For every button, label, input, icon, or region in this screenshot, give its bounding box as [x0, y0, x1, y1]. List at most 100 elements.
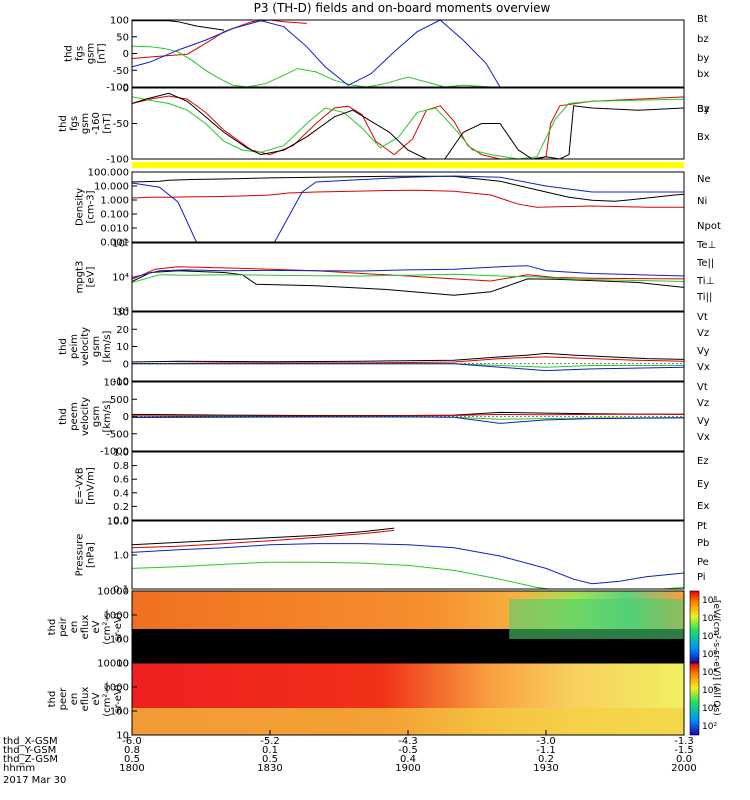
x-row-value: -3.0 [536, 736, 556, 747]
panel-efield: 1.0 0.8 0.6 0.4 0.2 0.0 E=-VxB [mV/m] Ez Ey Ex [75, 448, 710, 527]
vi-frame [131, 311, 685, 382]
series-line-fgs_gsm-Bx [132, 92, 684, 159]
legend-efield-Ez: Ez [697, 456, 709, 467]
y-tick-label: 10 [116, 731, 129, 742]
legend-pressure-Pb: Pb [697, 538, 709, 549]
y-axis-label: fgs [75, 46, 86, 61]
y-tick-label: 10 [116, 659, 129, 670]
y-tick-label: 0 [123, 359, 129, 370]
y-axis-label: sr-eV) [113, 684, 124, 713]
series-line-fgs_gsm-By [132, 96, 684, 159]
x-row-value: 0.5 [262, 754, 278, 765]
legend-ve-Vz: Vz [697, 398, 709, 409]
efield-plot-area [132, 452, 684, 520]
y-tick-label: 1000 [104, 611, 129, 622]
y-tick-label: 100 [110, 635, 129, 646]
y-axis-label: thd [58, 115, 69, 132]
y-tick-label: 0.4 [113, 488, 129, 499]
y-axis-label: velocity [80, 327, 91, 366]
y-axis-label: peer [58, 687, 69, 711]
colorbar-tick: 10⁸ [702, 668, 717, 678]
series-line-fgs-Bt [132, 20, 225, 31]
x-row-value: -4.3 [398, 736, 418, 747]
x-row-label: thd_X-GSM [3, 736, 58, 747]
panel-elec_spec: 10⁸ 10⁶ 10⁴ 10² 10000 1000 100 10 thd peer en eflux… [47, 659, 717, 742]
y-axis-label: gsm [91, 336, 102, 357]
ion-spec-green-region [509, 599, 684, 639]
y-tick-label: 20 [116, 325, 129, 336]
legend-density-Npot: Npot [697, 221, 721, 232]
x-row-label: hhmm [3, 763, 35, 774]
colorbar-tick: 10⁶ [702, 614, 717, 624]
panel-density: 100.000 10.000 1.000 0.100 0.010 0.001 Density… [75, 168, 721, 249]
y-axis-label: thd [58, 338, 69, 355]
series-line-pressure-Pi [132, 543, 684, 585]
y-axis-label: thd [58, 408, 69, 425]
legend-fgs_gsm-Bz: Bz [697, 104, 709, 115]
y-tick-label: 1.0 [113, 551, 129, 562]
y-tick-label: 30 [116, 308, 129, 319]
y-axis-label: eV [91, 692, 102, 705]
y-tick-label: -50 [113, 119, 129, 130]
y-axis-label: gsm [80, 113, 91, 134]
series-line-vi-Vz [132, 356, 684, 365]
y-axis-label: peir [58, 616, 69, 636]
panel-fgs: 100 50 0 -50 -100 thd fgs gsm [nT] Bt bz by bx [64, 14, 710, 94]
series-line-ve-Vz [132, 413, 684, 417]
x-row-value: 0.1 [262, 745, 278, 756]
panel-vi: 30 20 10 0 -10 thd peim velocity gsm [km/s] Vt Vz Vy… [58, 308, 710, 388]
y-tick-label: -500 [106, 429, 129, 440]
y-axis-label: Density [75, 188, 86, 226]
legend-fgs-Bt: Bt [697, 14, 708, 25]
y-axis-label: peem [69, 402, 80, 430]
legend-density-Ne: Ne [697, 174, 711, 185]
y-axis-label: thd [47, 619, 58, 636]
y-axis-label: [km/s] [102, 330, 113, 362]
y-tick-label: 0.2 [113, 502, 129, 513]
y-tick-label: 50 [116, 32, 129, 43]
x-row-value: 1900 [395, 763, 420, 774]
y-axis-label: Pressure [75, 534, 86, 577]
legend-vi-Vt: Vt [697, 312, 708, 323]
colorbar-tick: 10² [702, 722, 717, 732]
y-tick-label: 0.6 [113, 475, 129, 486]
y-axis-label: [nT] [102, 113, 113, 133]
colorbar-tick: 10⁸ [702, 596, 717, 606]
series-line-temp-Te⊥ [132, 266, 684, 282]
y-axis-label: thd [47, 691, 58, 708]
y-axis-label: sr-eV) [113, 612, 124, 641]
x-row-value: -6.0 [122, 736, 142, 747]
fgs_gsm-frame [131, 87, 685, 160]
y-tick-label: 10³ [112, 307, 129, 318]
y-tick-label: 0.1 [113, 585, 129, 596]
x-row-value: -1.1 [536, 745, 556, 756]
series-line-density-Npot [132, 175, 684, 242]
y-tick-label: -100 [106, 155, 129, 166]
series-line-density-Ni [132, 175, 684, 202]
legend-vi-Vz: Vz [697, 328, 709, 339]
y-axis-label: eflux [80, 687, 91, 712]
y-tick-label: 500 [110, 395, 129, 406]
legend-pressure-Pt: Pt [697, 521, 707, 532]
y-axis-label: mpgt3 [75, 261, 86, 294]
series-line-ve-Vx [132, 416, 684, 424]
x-row-value: -1.3 [674, 736, 694, 747]
x-row-value: 0.0 [676, 754, 692, 765]
legend-fgs_gsm-By: By [697, 104, 710, 115]
series-line-temp-Ti⊥ [132, 265, 684, 278]
y-tick-label: 100.000 [88, 168, 129, 179]
y-tick-label: 0 [123, 412, 129, 423]
y-tick-label: 10000 [97, 659, 129, 670]
legend-fgs-bz: bz [697, 34, 709, 45]
y-axis-label: (cm²-s- [102, 609, 113, 645]
legend-temp-Ti||: Ti|| [696, 292, 712, 303]
y-tick-label: 0.100 [100, 210, 129, 221]
x-row-value: 0.8 [124, 745, 140, 756]
legend-ve-Vy: Vy [697, 416, 710, 427]
panel-ve: 1000 500 0 -500 -1000 thd peem velocity gsm [km/s… [58, 378, 710, 458]
ve-frame [131, 381, 685, 452]
y-tick-label: 10 [116, 342, 129, 353]
